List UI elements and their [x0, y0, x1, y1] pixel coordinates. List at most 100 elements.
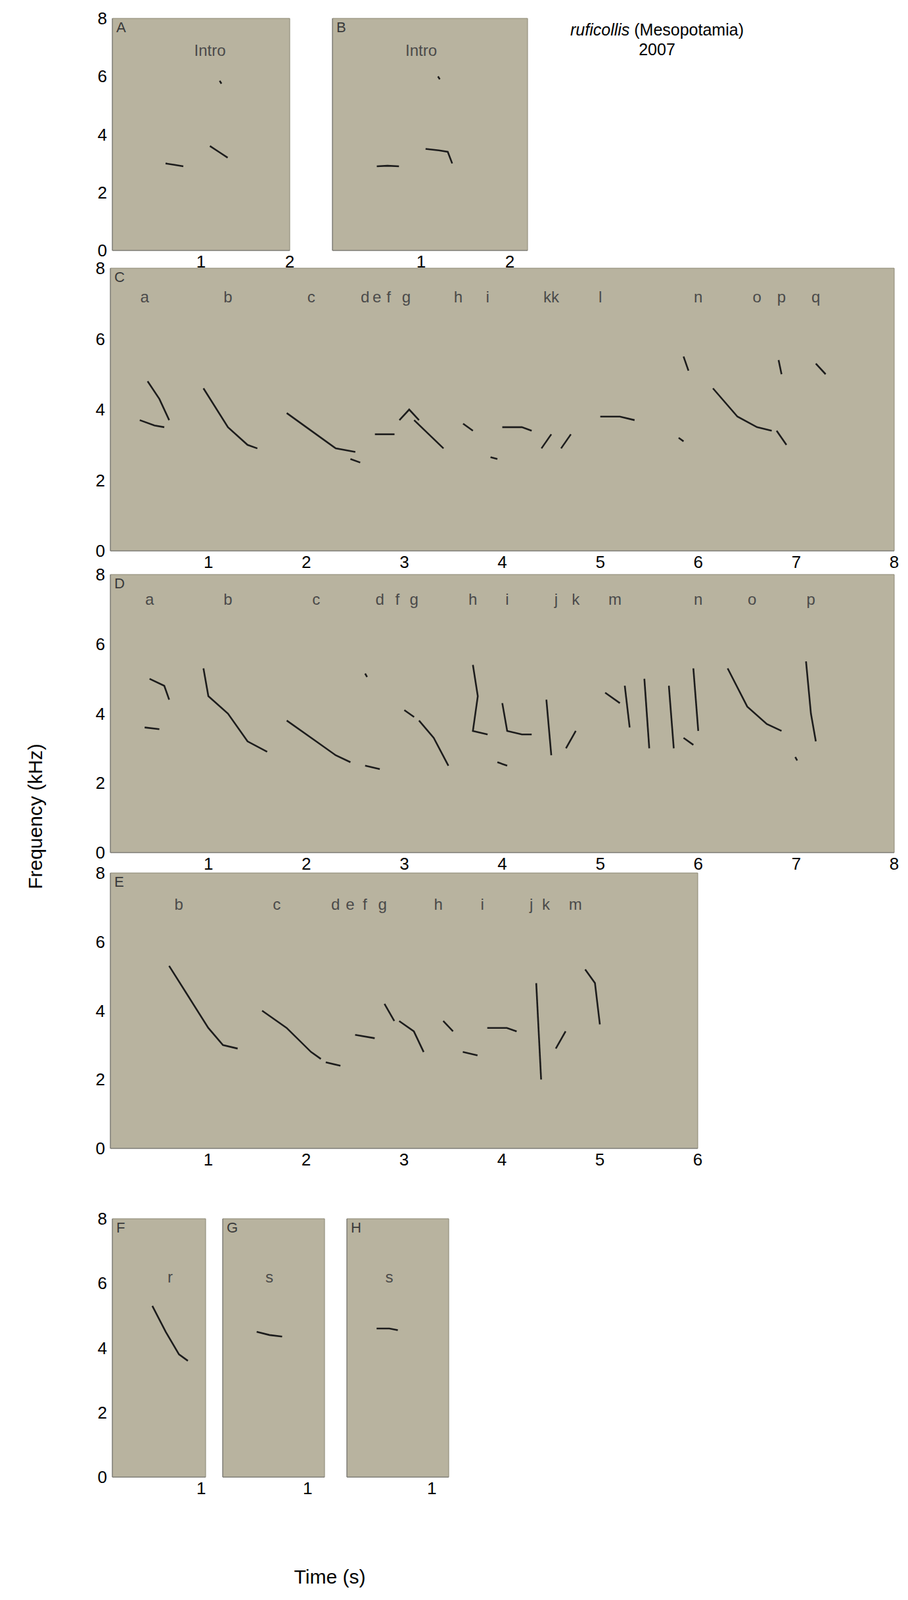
svg-text:0: 0 [95, 540, 106, 561]
svg-text:0: 0 [95, 842, 106, 863]
svg-text:7: 7 [791, 551, 801, 572]
svg-text:8: 8 [889, 853, 899, 874]
svg-text:0: 0 [97, 240, 108, 261]
svg-text:6: 6 [95, 634, 106, 654]
svg-text:c: c [312, 590, 320, 608]
svg-text:i: i [505, 590, 509, 608]
svg-text:6: 6 [95, 329, 106, 349]
svg-text:o: o [747, 590, 757, 608]
svg-text:2: 2 [95, 772, 106, 793]
svg-text:m: m [568, 894, 583, 913]
svg-text:3: 3 [399, 853, 409, 874]
svg-text:4: 4 [95, 703, 106, 724]
html-text:Frequency (kHz): Frequency (kHz) [24, 743, 46, 889]
svg-text:2: 2 [95, 470, 106, 491]
svg-text:k: k [571, 590, 581, 608]
svg-text:j: j [553, 590, 558, 608]
svg-text:5: 5 [595, 1149, 605, 1169]
svg-text:5: 5 [595, 551, 605, 572]
svg-text:s: s [265, 1267, 274, 1286]
svg-text:4: 4 [497, 1149, 507, 1169]
svg-text:j: j [528, 894, 533, 913]
svg-text:n: n [693, 287, 703, 306]
svg-text:l: l [598, 287, 602, 306]
svg-text:b: b [223, 287, 232, 306]
svg-text:2: 2 [301, 1149, 311, 1169]
svg-text:b: b [174, 894, 184, 913]
svg-text:6: 6 [693, 551, 704, 572]
svg-text:4: 4 [95, 1000, 106, 1021]
svg-text:h: h [454, 287, 463, 306]
svg-text:6: 6 [95, 931, 106, 952]
svg-text:2: 2 [97, 1402, 108, 1422]
svg-text:k: k [542, 894, 551, 913]
svg-text:1: 1 [427, 1477, 437, 1498]
svg-text:2: 2 [97, 182, 108, 203]
svg-text:1: 1 [196, 1477, 206, 1498]
html-text:G: G [226, 1218, 238, 1236]
svg-text:3: 3 [399, 551, 409, 572]
svg-text:p: p [806, 590, 816, 608]
html-text:Time (s): Time (s) [294, 1565, 366, 1587]
svg-text:e: e [372, 287, 382, 306]
svg-text:2: 2 [95, 1068, 106, 1089]
svg-text:8: 8 [97, 9, 108, 29]
svg-text:6: 6 [97, 66, 108, 87]
svg-text:1: 1 [302, 1477, 313, 1498]
svg-text:8: 8 [97, 1208, 108, 1228]
svg-text:1: 1 [203, 853, 213, 874]
svg-text:6: 6 [97, 1272, 108, 1293]
svg-text:h: h [433, 894, 443, 913]
svg-text:8: 8 [95, 258, 106, 278]
svg-text:c: c [307, 287, 316, 306]
svg-text:0: 0 [97, 1466, 108, 1487]
svg-text:7: 7 [791, 853, 801, 874]
svg-text:b: b [223, 590, 232, 608]
svg-text:1: 1 [203, 1149, 213, 1169]
svg-text:6: 6 [693, 853, 704, 874]
svg-text:4: 4 [497, 853, 507, 874]
svg-text:m: m [608, 590, 622, 608]
svg-text:1: 1 [203, 551, 213, 572]
svg-text:d: d [360, 287, 370, 306]
svg-text:g: g [378, 894, 387, 913]
svg-text:d: d [331, 894, 340, 913]
svg-text:s: s [385, 1267, 394, 1286]
svg-text:4: 4 [97, 1337, 108, 1358]
svg-text:kk: kk [543, 287, 560, 306]
svg-text:n: n [693, 590, 703, 608]
svg-text:i: i [485, 287, 489, 306]
svg-text:2: 2 [301, 853, 311, 874]
svg-text:i: i [480, 894, 485, 913]
svg-text:4: 4 [95, 399, 106, 420]
svg-text:a: a [145, 590, 155, 608]
svg-text:e: e [345, 894, 355, 913]
svg-text:8: 8 [95, 565, 106, 585]
svg-text:h: h [468, 590, 477, 608]
svg-text:5: 5 [595, 853, 605, 874]
svg-text:8: 8 [95, 863, 106, 883]
svg-text:f: f [395, 590, 401, 608]
svg-text:f: f [362, 894, 368, 913]
svg-text:0: 0 [95, 1137, 106, 1158]
svg-text:g: g [402, 287, 411, 306]
svg-text:g: g [409, 590, 419, 608]
svg-text:4: 4 [497, 551, 507, 572]
svg-text:8: 8 [889, 551, 899, 572]
svg-text:2: 2 [301, 551, 311, 572]
html-text:ruficollis (Mesopotamia): ruficollis (Mesopotamia) [570, 20, 744, 39]
svg-text:4: 4 [97, 124, 108, 145]
svg-text:r: r [167, 1267, 173, 1286]
svg-text:d: d [375, 590, 384, 608]
svg-text:p: p [777, 287, 786, 306]
svg-text:o: o [752, 287, 762, 306]
svg-text:6: 6 [693, 1149, 703, 1169]
svg-text:a: a [140, 287, 150, 306]
svg-text:f: f [386, 287, 391, 306]
svg-text:Intro: Intro [193, 41, 226, 60]
html-text:2007: 2007 [638, 40, 676, 59]
svg-text:q: q [811, 287, 820, 306]
svg-text:c: c [272, 894, 281, 913]
svg-text:3: 3 [399, 1149, 409, 1169]
svg-text:Intro: Intro [405, 41, 437, 60]
